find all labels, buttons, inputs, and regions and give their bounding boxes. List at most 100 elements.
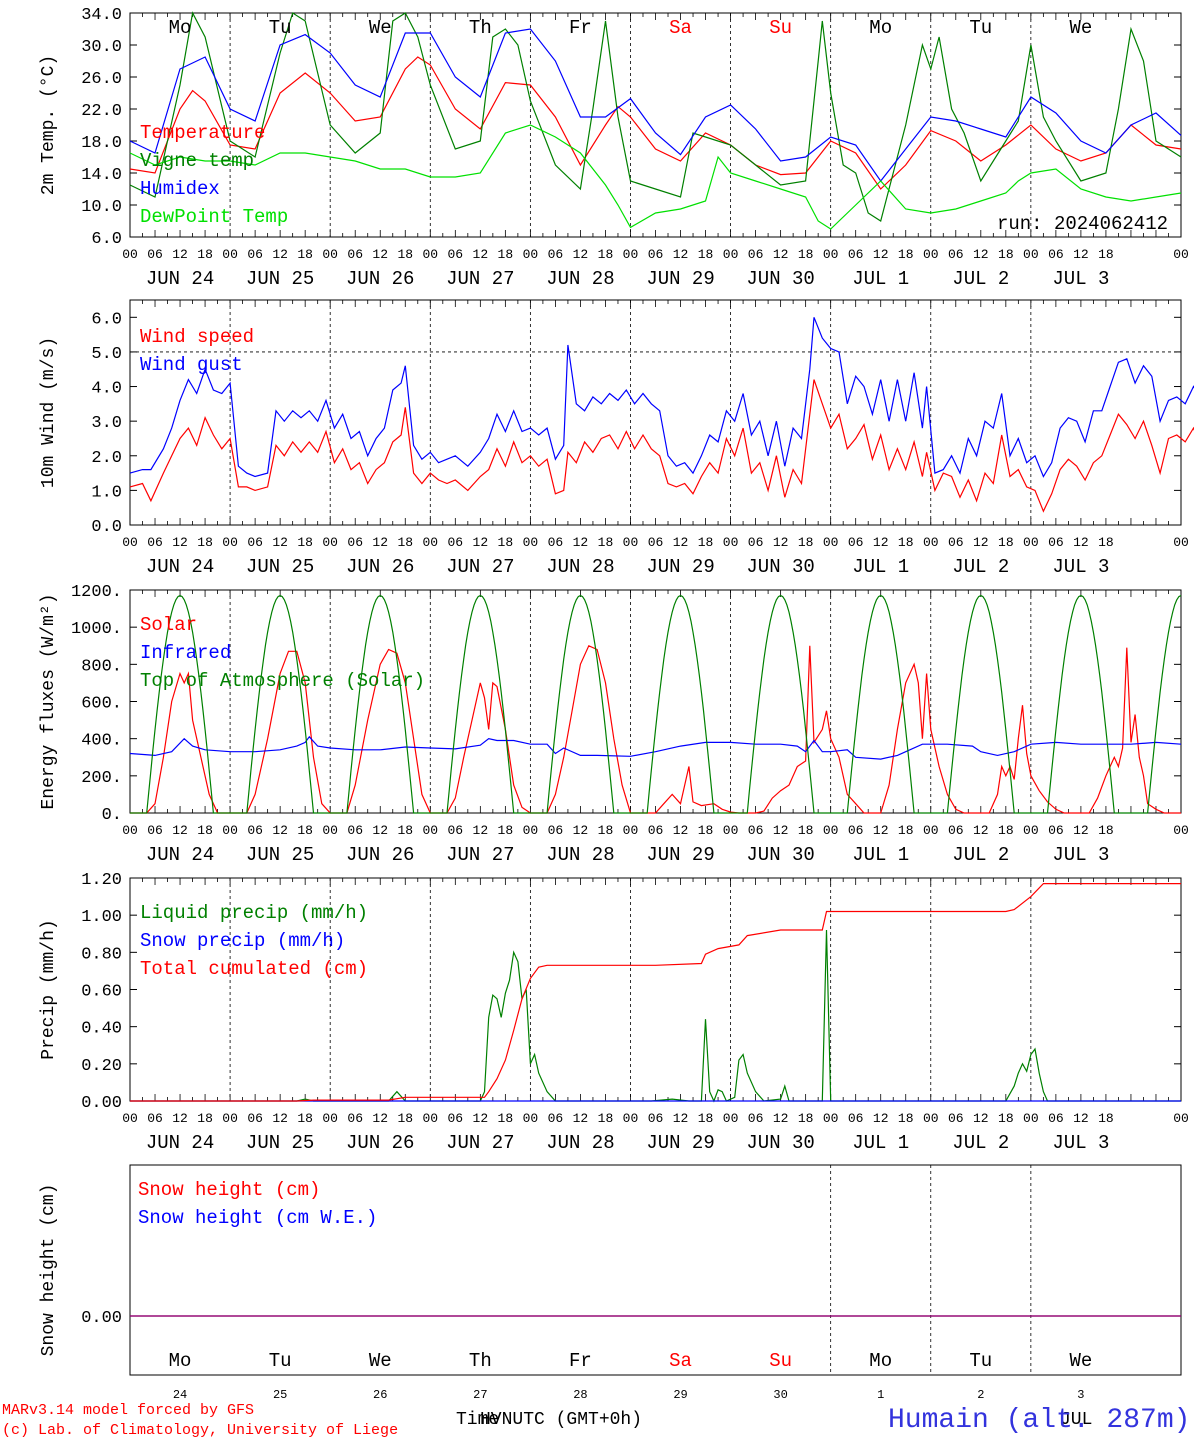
date-label: JUN 26 [346,1132,414,1154]
hour-label: 12 [673,823,689,838]
y-tick-label: 5.0 [91,345,122,364]
hour-label: 18 [197,1111,213,1126]
hour-label: 06 [848,1111,864,1126]
utc-label: HVNUTC (GMT+0h) [480,1410,642,1430]
series-line-dewpoint-temp [129,124,1182,230]
legend-entry: Liquid precip (mm/h) [140,902,368,924]
date-label: JUL 1 [852,844,909,866]
date-label: JUL 1 [852,268,909,290]
date-label: JUN 27 [446,1132,514,1154]
hour-label: 12 [573,823,589,838]
y-axis-label: 2m Temp. (°C) [39,55,59,195]
hour-label: 18 [898,535,914,550]
weekday-label: We [1069,1350,1092,1372]
hour-label: 00 [923,823,939,838]
panel-snow [129,1164,1182,1376]
hour-label: 12 [973,535,989,550]
hour-label: 06 [748,823,764,838]
hour-label: 06 [147,823,163,838]
hour-label: 00 [1023,823,1039,838]
hour-label: 12 [272,247,288,262]
hour-label: 12 [573,247,589,262]
weekday-label: We [369,17,392,39]
hour-label: 18 [598,247,614,262]
hour-label: 06 [448,1111,464,1126]
hour-label: 12 [172,247,188,262]
date-label: JUN 26 [346,268,414,290]
hour-label: 00 [122,1111,138,1126]
weekday-label: Sa [669,17,692,39]
date-label: JUL 3 [1052,556,1109,578]
hour-label: 18 [598,1111,614,1126]
hour-label: 12 [773,823,789,838]
hour-label: 18 [498,823,514,838]
hour-label: 06 [648,535,664,550]
plot-frame [129,12,1182,238]
hour-label: 00 [222,535,238,550]
hour-label: 00 [322,247,338,262]
hour-label: 06 [648,247,664,262]
weekday-label: Su [769,1350,792,1372]
hour-label: 00 [1023,247,1039,262]
hour-label: 00 [723,1111,739,1126]
y-tick-label: 26.0 [81,70,122,89]
hour-label: 00 [1173,247,1189,262]
hour-label: 18 [798,247,814,262]
hour-label: 18 [698,1111,714,1126]
y-tick-label: 6.0 [91,310,122,329]
hour-label: 00 [523,535,539,550]
hour-label: 12 [773,1111,789,1126]
date-label: JUN 28 [546,1132,614,1154]
hour-label: 06 [1048,823,1064,838]
y-tick-label: 600. [81,695,122,714]
hour-label: 00 [122,823,138,838]
hour-label: 18 [297,535,313,550]
hour-label: 12 [773,247,789,262]
hour-label: 06 [347,535,363,550]
hour-label: 00 [823,535,839,550]
y-tick-label: 6.0 [91,230,122,249]
series-line-top-of-atmosphere-solar [130,594,1182,814]
y-tick-label: 0.40 [81,1020,122,1039]
hour-label: 00 [523,1111,539,1126]
hour-label: 06 [247,823,263,838]
hour-label: 18 [1098,823,1114,838]
hour-label: 12 [873,823,889,838]
hour-label: 18 [798,823,814,838]
y-axis-label: Energy fluxes (W/m²) [39,593,59,809]
legend-entry: Total cumulated (cm) [140,958,368,980]
hour-label: 06 [448,535,464,550]
y-tick-label: 4.0 [91,380,122,399]
hour-label: 06 [648,823,664,838]
weekday-label: Tu [969,1350,992,1372]
series-line-liquid-precip-mm-h [130,929,1181,1103]
hour-label: 06 [548,247,564,262]
series-line-total-cumulated-cm [130,883,1181,1102]
hour-label: 12 [272,1111,288,1126]
panel-precip [129,877,1182,1103]
series-line-infrared [129,735,1182,760]
hour-label: 06 [448,823,464,838]
weekday-label: Tu [969,17,992,39]
y-tick-label: 1.0 [91,483,122,502]
y-tick-label: 2.0 [91,449,122,468]
plot-frame [129,299,1182,526]
hour-label: 12 [1073,1111,1089,1126]
hour-label: 00 [322,1111,338,1126]
hour-label: 18 [498,535,514,550]
legend-entry: Humidex [140,178,220,200]
legend-entry: Temperature [140,122,265,144]
hour-label: 06 [347,1111,363,1126]
hour-label: 18 [197,247,213,262]
hour-label: 00 [122,247,138,262]
hour-label: 00 [422,247,438,262]
hour-label: 18 [898,823,914,838]
date-label: JUL 2 [952,268,1009,290]
hour-label: 06 [147,535,163,550]
hour-label: 00 [823,1111,839,1126]
hour-label: 00 [122,535,138,550]
hour-label: 00 [523,247,539,262]
hour-label: 00 [422,535,438,550]
hour-label: 06 [748,535,764,550]
y-tick-label: 1.20 [81,871,122,890]
